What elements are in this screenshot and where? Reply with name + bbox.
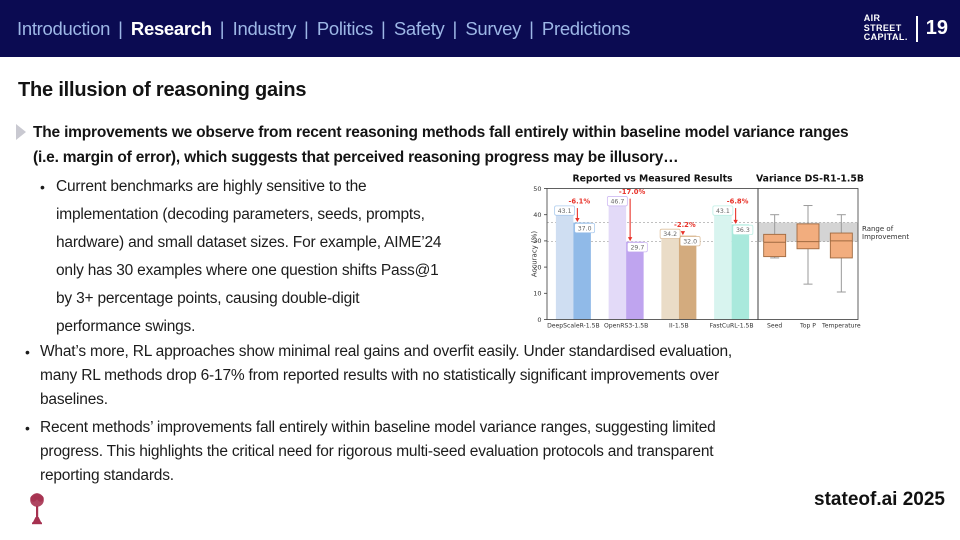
header-bar: Introduction | Research | Industry | Politics |… (0, 0, 960, 57)
air-street-capital-logo: AIR STREET CAPITAL. 19 (864, 14, 960, 43)
bullet-text: Recent methods’ improvements fall entire… (40, 419, 716, 484)
bullet-dot-icon: • (25, 420, 30, 436)
svg-text:Variance DS-R1-1.5B: Variance DS-R1-1.5B (756, 174, 864, 185)
svg-text:Reported vs Measured Results: Reported vs Measured Results (572, 174, 733, 185)
svg-text:43.1: 43.1 (558, 208, 572, 215)
svg-text:29.7: 29.7 (630, 244, 644, 251)
svg-text:Top P: Top P (799, 323, 816, 330)
svg-text:Accuracy (%): Accuracy (%) (531, 231, 539, 278)
svg-text:30: 30 (533, 237, 541, 245)
svg-text:-6.1%: -6.1% (569, 198, 591, 206)
svg-text:32.0: 32.0 (683, 238, 697, 245)
air-street-capital-wordmark: AIR STREET CAPITAL. (864, 14, 908, 43)
nav-item-safety[interactable]: Safety (393, 17, 445, 39)
svg-text:43.1: 43.1 (716, 208, 730, 215)
svg-text:50: 50 (533, 185, 541, 193)
logo-line-capital: CAPITAL. (863, 32, 908, 43)
svg-text:10: 10 (533, 290, 541, 298)
nav-item-survey[interactable]: Survey (465, 17, 522, 39)
svg-text:OpenRS3-1.5B: OpenRS3-1.5B (604, 323, 648, 330)
logo-line-street: STREET (863, 22, 902, 33)
nav-separator: | (304, 17, 309, 39)
svg-text:40: 40 (533, 211, 541, 219)
svg-text:Seed: Seed (767, 323, 782, 330)
svg-text:-2.2%: -2.2% (674, 221, 696, 229)
nav-item-research[interactable]: Research (130, 17, 212, 39)
svg-text:46.7: 46.7 (610, 198, 624, 205)
svg-text:-17.0%: -17.0% (619, 188, 646, 196)
bullet-text: What’s more, RL approaches show minimal … (40, 343, 733, 408)
nav-separator: | (452, 17, 458, 39)
nav-separator: | (118, 17, 123, 39)
svg-text:DeepScaleR-1.5B: DeepScaleR-1.5B (547, 323, 600, 330)
bullet-item-variance-ranges: • Recent methods’ improvements fall enti… (25, 416, 949, 488)
svg-text:FastCuRL-1.5B: FastCuRL-1.5B (710, 323, 754, 330)
stateofai-brand-text: stateof.ai 2025 (814, 489, 945, 510)
svg-text:37.0: 37.0 (578, 225, 592, 232)
bullet-item-rl-overfit: • What’s more, RL approaches show minima… (25, 340, 949, 412)
svg-text:Range of: Range of (862, 225, 894, 233)
triangle-bullet-icon (16, 124, 26, 140)
svg-text:34.2: 34.2 (663, 231, 677, 238)
bullet-text: Current benchmarks are highly sensitive … (56, 178, 442, 335)
bullet-item-benchmark-sensitivity: • Current benchmarks are highly sensitiv… (40, 173, 508, 341)
nav-item-introduction[interactable]: Introduction (17, 17, 111, 39)
bullet-dot-icon: • (40, 179, 45, 195)
subtitle-row: The improvements we observe from recent … (16, 120, 950, 170)
page-number-divider (915, 15, 918, 42)
reported-vs-measured-chart: 43.1 37.0 -6.1% DeepScaleR-1.5B 46.7 29.7 -17.… (500, 170, 910, 334)
logo-line-air: AIR (863, 13, 881, 24)
top-nav: Introduction | Research | Industry | Politics |… (0, 18, 630, 40)
svg-text:Temperature: Temperature (821, 323, 861, 330)
stateofai-tree-logo-icon (30, 493, 44, 525)
nav-separator: | (381, 17, 386, 39)
svg-text:Improvement: Improvement (862, 233, 909, 241)
bullet-dot-icon: • (25, 344, 30, 360)
page-title: The illusion of reasoning gains (18, 79, 307, 101)
nav-item-politics[interactable]: Politics (316, 17, 374, 39)
nav-item-industry[interactable]: Industry (232, 17, 297, 39)
svg-text:20: 20 (533, 263, 541, 271)
logo-dot: . (904, 32, 908, 43)
svg-text:0: 0 (537, 316, 541, 324)
chart-canvas: 43.1 37.0 -6.1% DeepScaleR-1.5B 46.7 29.7 -17.… (531, 174, 910, 330)
subtitle-text: The improvements we observe from recent … (33, 124, 849, 166)
page-number: 19 (925, 17, 948, 39)
svg-text:-6.8%: -6.8% (727, 198, 749, 206)
nav-separator: | (219, 17, 225, 39)
svg-text:36.3: 36.3 (736, 227, 750, 234)
nav-item-predictions[interactable]: Predictions (541, 17, 631, 39)
nav-separator: | (529, 17, 534, 39)
svg-text:II-1.5B: II-1.5B (669, 323, 689, 330)
